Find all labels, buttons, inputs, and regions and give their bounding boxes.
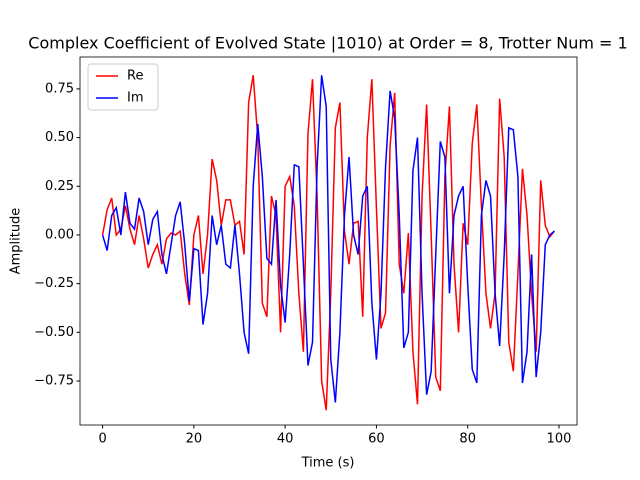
x-tick-label: 100 [547,432,572,447]
y-tick-label: 0.25 [45,179,74,194]
chart-title: Complex Coefficient of Evolved State |10… [28,34,627,53]
legend-label: Re [127,69,143,84]
x-axis-label: Time (s) [301,456,355,471]
x-tick-label: 80 [459,432,476,447]
y-tick-label: 0.75 [45,81,74,96]
x-tick-label: 40 [277,432,294,447]
data-line [101,75,555,411]
axes-frame [79,56,578,426]
legend-label: Im [127,91,144,106]
y-tick-label: −0.25 [34,276,74,291]
x-tick-label: 60 [368,432,385,447]
y-tick-label: 0.00 [45,227,74,242]
x-tick-label: 20 [186,432,203,447]
y-tick-label: −0.75 [34,373,74,388]
x-tick-label: 0 [98,432,106,447]
y-tick-label: 0.50 [45,130,74,145]
y-tick-label: −0.50 [34,325,74,340]
y-axis-label: Amplitude [9,208,24,275]
legend-box [87,63,159,111]
data-line [101,75,555,403]
